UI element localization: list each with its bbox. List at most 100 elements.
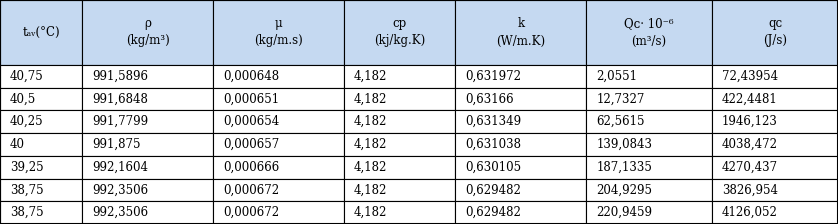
Bar bbox=[0, 110, 82, 133]
Text: 62,5615: 62,5615 bbox=[596, 115, 644, 128]
Bar bbox=[455, 156, 586, 179]
Text: 991,7799: 991,7799 bbox=[92, 115, 148, 128]
Bar bbox=[712, 179, 838, 201]
Text: 4,182: 4,182 bbox=[354, 161, 387, 174]
Bar bbox=[213, 88, 344, 110]
Bar bbox=[213, 156, 344, 179]
Bar bbox=[586, 133, 712, 156]
Text: 4270,437: 4270,437 bbox=[722, 161, 779, 174]
Text: 38,75: 38,75 bbox=[10, 206, 44, 219]
Text: 4,182: 4,182 bbox=[354, 93, 387, 106]
Bar bbox=[455, 201, 586, 224]
Text: 204,9295: 204,9295 bbox=[596, 183, 652, 196]
Text: Qᴄ· 10⁻⁶
(m³/s): Qᴄ· 10⁻⁶ (m³/s) bbox=[624, 17, 674, 47]
Bar bbox=[712, 65, 838, 88]
Text: k
(W/m.K): k (W/m.K) bbox=[496, 17, 546, 47]
Bar bbox=[344, 156, 455, 179]
Text: 0,000648: 0,000648 bbox=[223, 70, 279, 83]
Bar bbox=[712, 156, 838, 179]
Text: 139,0843: 139,0843 bbox=[596, 138, 652, 151]
Bar bbox=[586, 88, 712, 110]
Text: 187,1335: 187,1335 bbox=[596, 161, 652, 174]
Text: 0,000657: 0,000657 bbox=[223, 138, 279, 151]
Bar bbox=[344, 65, 455, 88]
Text: 4,182: 4,182 bbox=[354, 70, 387, 83]
Bar bbox=[213, 201, 344, 224]
Bar bbox=[0, 133, 82, 156]
Bar bbox=[0, 156, 82, 179]
Bar bbox=[213, 110, 344, 133]
Bar bbox=[712, 133, 838, 156]
Bar bbox=[712, 0, 838, 65]
Text: 4,182: 4,182 bbox=[354, 138, 387, 151]
Text: cp
(kj/kg.K): cp (kj/kg.K) bbox=[374, 17, 425, 47]
Bar bbox=[586, 156, 712, 179]
Bar bbox=[455, 0, 586, 65]
Bar bbox=[455, 133, 586, 156]
Bar bbox=[586, 179, 712, 201]
Bar bbox=[82, 0, 213, 65]
Text: 40,25: 40,25 bbox=[10, 115, 44, 128]
Text: 992,3506: 992,3506 bbox=[92, 183, 148, 196]
Text: 0,629482: 0,629482 bbox=[465, 183, 521, 196]
Bar bbox=[213, 179, 344, 201]
Bar bbox=[586, 0, 712, 65]
Bar bbox=[0, 179, 82, 201]
Bar bbox=[213, 133, 344, 156]
Text: ρ
(kg/m³): ρ (kg/m³) bbox=[126, 17, 169, 47]
Text: 3826,954: 3826,954 bbox=[722, 183, 779, 196]
Bar bbox=[82, 201, 213, 224]
Bar bbox=[82, 65, 213, 88]
Bar bbox=[586, 65, 712, 88]
Bar bbox=[344, 133, 455, 156]
Text: 0,631972: 0,631972 bbox=[465, 70, 521, 83]
Text: 38,75: 38,75 bbox=[10, 183, 44, 196]
Text: 0,000666: 0,000666 bbox=[223, 161, 279, 174]
Text: 40,5: 40,5 bbox=[10, 93, 36, 106]
Bar bbox=[586, 201, 712, 224]
Bar bbox=[712, 88, 838, 110]
Bar bbox=[0, 88, 82, 110]
Text: 40,75: 40,75 bbox=[10, 70, 44, 83]
Text: 0,629482: 0,629482 bbox=[465, 206, 521, 219]
Bar bbox=[344, 88, 455, 110]
Text: 39,25: 39,25 bbox=[10, 161, 44, 174]
Bar bbox=[344, 0, 455, 65]
Text: 12,7327: 12,7327 bbox=[596, 93, 644, 106]
Text: 1946,123: 1946,123 bbox=[722, 115, 778, 128]
Text: 0,630105: 0,630105 bbox=[465, 161, 521, 174]
Bar bbox=[455, 110, 586, 133]
Text: 220,9459: 220,9459 bbox=[596, 206, 652, 219]
Text: 992,3506: 992,3506 bbox=[92, 206, 148, 219]
Bar bbox=[82, 179, 213, 201]
Bar bbox=[82, 156, 213, 179]
Bar bbox=[455, 65, 586, 88]
Text: 991,6848: 991,6848 bbox=[92, 93, 148, 106]
Text: 0,000651: 0,000651 bbox=[223, 93, 279, 106]
Text: 4126,052: 4126,052 bbox=[722, 206, 778, 219]
Text: 0,631038: 0,631038 bbox=[465, 138, 521, 151]
Bar bbox=[213, 65, 344, 88]
Bar bbox=[712, 201, 838, 224]
Text: 4038,472: 4038,472 bbox=[722, 138, 779, 151]
Text: qᴄ
(J/s): qᴄ (J/s) bbox=[763, 17, 787, 47]
Text: 0,000672: 0,000672 bbox=[223, 183, 279, 196]
Text: tₐᵥ(°C): tₐᵥ(°C) bbox=[23, 26, 60, 39]
Text: 0,63166: 0,63166 bbox=[465, 93, 514, 106]
Bar bbox=[344, 179, 455, 201]
Bar bbox=[344, 110, 455, 133]
Text: 0,631349: 0,631349 bbox=[465, 115, 521, 128]
Text: 422,4481: 422,4481 bbox=[722, 93, 778, 106]
Bar bbox=[344, 201, 455, 224]
Bar bbox=[0, 201, 82, 224]
Text: 992,1604: 992,1604 bbox=[92, 161, 148, 174]
Bar bbox=[455, 88, 586, 110]
Text: 2,0551: 2,0551 bbox=[596, 70, 637, 83]
Text: 4,182: 4,182 bbox=[354, 183, 387, 196]
Bar bbox=[0, 65, 82, 88]
Bar bbox=[82, 88, 213, 110]
Text: μ
(kg/m.s): μ (kg/m.s) bbox=[254, 17, 303, 47]
Bar bbox=[82, 110, 213, 133]
Text: 72,43954: 72,43954 bbox=[722, 70, 779, 83]
Text: 4,182: 4,182 bbox=[354, 115, 387, 128]
